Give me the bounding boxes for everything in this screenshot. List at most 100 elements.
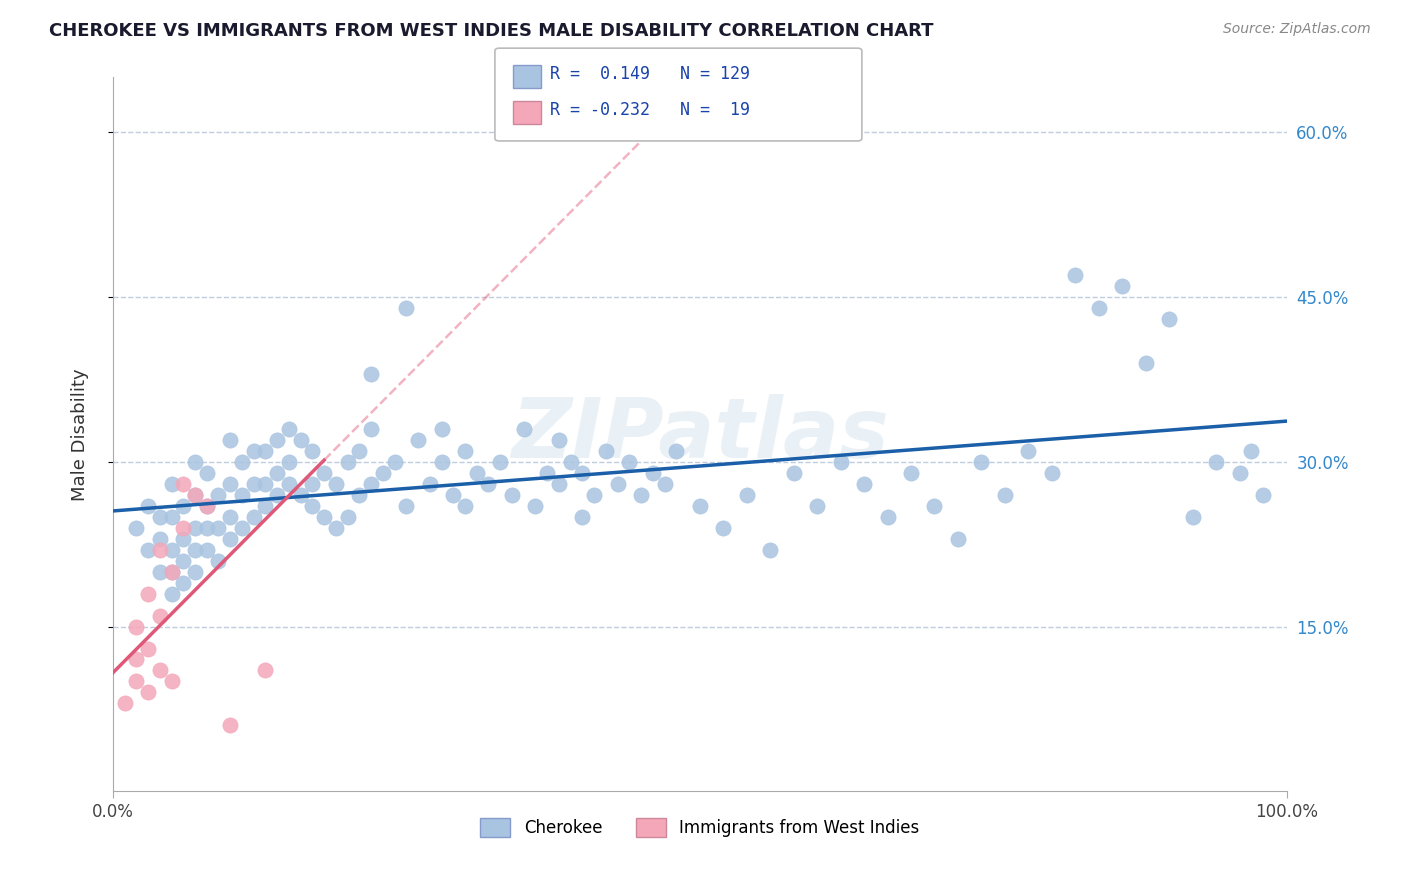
Point [184, 542, 207, 557]
Point [136, 641, 159, 656]
Point [149, 509, 172, 524]
Point [172, 554, 194, 568]
Point [689, 499, 711, 513]
Point [160, 565, 183, 579]
Point [395, 301, 418, 315]
Point [830, 455, 852, 469]
Point [536, 466, 558, 480]
Point [547, 433, 569, 447]
Point [160, 542, 183, 557]
Point [419, 476, 441, 491]
Point [136, 542, 159, 557]
Point [125, 521, 148, 535]
Point [1240, 443, 1263, 458]
Point [160, 565, 183, 579]
Point [207, 521, 229, 535]
Point [571, 466, 593, 480]
Point [231, 488, 253, 502]
Point [277, 422, 299, 436]
Point [184, 455, 207, 469]
Point [314, 466, 336, 480]
Point [946, 532, 969, 546]
Point [630, 103, 652, 118]
Point [254, 476, 277, 491]
Point [349, 488, 371, 502]
Point [195, 499, 218, 513]
Text: CHEROKEE VS IMMIGRANTS FROM WEST INDIES MALE DISABILITY CORRELATION CHART: CHEROKEE VS IMMIGRANTS FROM WEST INDIES … [49, 22, 934, 40]
Point [876, 509, 898, 524]
Point [924, 499, 946, 513]
Point [454, 499, 477, 513]
Point [172, 532, 194, 546]
Point [195, 499, 218, 513]
Point [430, 455, 453, 469]
Point [160, 476, 183, 491]
Point [583, 488, 606, 502]
Point [454, 443, 477, 458]
Y-axis label: Male Disability: Male Disability [72, 368, 89, 500]
Point [371, 466, 394, 480]
Point [759, 542, 782, 557]
Point [207, 554, 229, 568]
Point [560, 455, 582, 469]
Point [266, 433, 288, 447]
Point [136, 586, 159, 600]
Point [477, 476, 499, 491]
Point [290, 433, 312, 447]
Legend: Cherokee, Immigrants from West Indies: Cherokee, Immigrants from West Indies [474, 811, 925, 844]
Point [254, 443, 277, 458]
Point [1017, 443, 1039, 458]
Point [125, 652, 148, 666]
Point [149, 608, 172, 623]
Point [1159, 312, 1181, 326]
Point [360, 422, 382, 436]
Point [301, 476, 323, 491]
Point [641, 466, 664, 480]
Point [172, 575, 194, 590]
Point [711, 521, 734, 535]
Point [1229, 466, 1251, 480]
Point [254, 664, 277, 678]
Point [336, 509, 359, 524]
Point [219, 476, 242, 491]
Point [1205, 455, 1227, 469]
Point [114, 697, 136, 711]
Point [395, 499, 418, 513]
Point [595, 443, 617, 458]
Point [1088, 301, 1111, 315]
Point [184, 565, 207, 579]
Point [254, 499, 277, 513]
Text: R = -0.232   N =  19: R = -0.232 N = 19 [550, 101, 749, 119]
Point [195, 521, 218, 535]
Point [806, 499, 828, 513]
Point [149, 532, 172, 546]
Point [149, 542, 172, 557]
Point [172, 521, 194, 535]
Point [219, 509, 242, 524]
Point [160, 509, 183, 524]
Point [349, 443, 371, 458]
Point [782, 466, 804, 480]
Point [501, 488, 523, 502]
Point [970, 455, 993, 469]
Point [219, 718, 242, 732]
Point [184, 488, 207, 502]
Point [665, 443, 688, 458]
Point [195, 542, 218, 557]
Point [301, 443, 323, 458]
Point [524, 499, 547, 513]
Point [853, 476, 876, 491]
Point [441, 488, 464, 502]
Point [160, 674, 183, 689]
Point [1064, 268, 1087, 282]
Point [219, 433, 242, 447]
Point [266, 466, 288, 480]
Point [630, 488, 652, 502]
Point [1040, 466, 1063, 480]
Point [301, 499, 323, 513]
Point [207, 488, 229, 502]
Point [231, 521, 253, 535]
Point [512, 422, 534, 436]
Point [1135, 356, 1157, 370]
Point [735, 488, 758, 502]
